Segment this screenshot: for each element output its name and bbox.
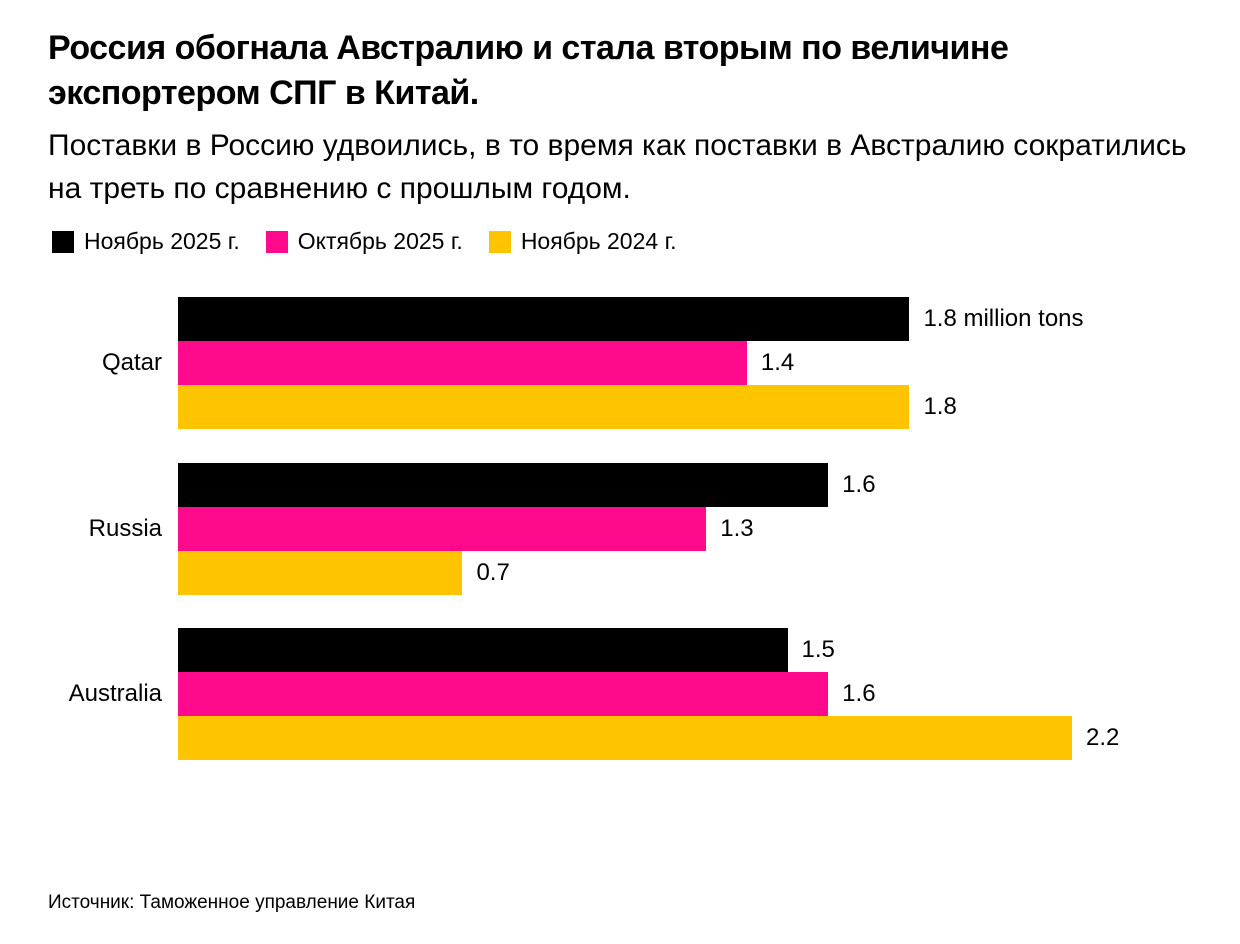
legend-item: Ноябрь 2025 г.	[52, 228, 240, 255]
data-label: 1.4	[760, 349, 795, 376]
data-label: 2.2	[1086, 724, 1120, 751]
category-label: Qatar	[101, 349, 162, 376]
bar	[178, 507, 707, 551]
bar	[178, 385, 910, 429]
bar	[178, 551, 463, 595]
chart-title: Россия обогнала Австралию и стала вторым…	[48, 29, 1009, 112]
category-label: Russia	[88, 515, 162, 542]
bar	[178, 672, 829, 716]
legend: Ноябрь 2025 г. Октябрь 2025 г. Ноябрь 20…	[52, 228, 677, 255]
bar	[178, 341, 747, 385]
data-label: 1.8 million tons	[923, 305, 1084, 332]
source-note: Источник: Таможенное управление Китая	[48, 892, 416, 913]
data-label: 1.6	[842, 471, 876, 498]
data-label: 1.5	[801, 636, 835, 663]
category-label: Australia	[68, 680, 162, 707]
bar	[178, 463, 829, 507]
bar	[178, 628, 788, 672]
data-label: 1.6	[842, 680, 876, 707]
chart-subtitle: Поставки в Россию удвоились, в то время …	[48, 129, 1187, 205]
bar	[178, 297, 910, 341]
data-label: 1.3	[720, 515, 754, 542]
legend-swatch	[52, 230, 74, 253]
data-label: 0.7	[476, 559, 510, 586]
legend-label: Ноябрь 2024 г.	[520, 228, 677, 254]
legend-label: Октябрь 2025 г.	[297, 228, 463, 254]
legend-label: Ноябрь 2025 г.	[84, 228, 240, 254]
legend-swatch	[488, 230, 511, 253]
legend-item: Ноябрь 2024 г.	[488, 228, 677, 255]
bar	[178, 716, 1072, 760]
data-label: 1.8	[923, 393, 957, 420]
legend-item: Октябрь 2025 г.	[265, 228, 463, 255]
legend-swatch	[265, 230, 288, 253]
